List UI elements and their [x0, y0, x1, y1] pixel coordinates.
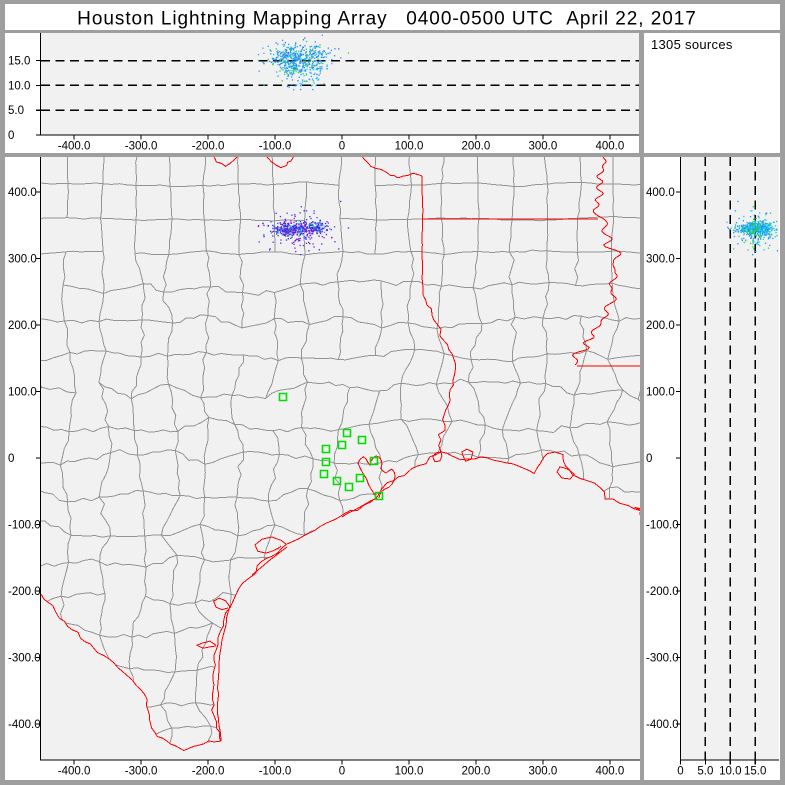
svg-text:-300.0: -300.0	[646, 653, 679, 665]
svg-text:300.0: 300.0	[8, 254, 37, 266]
svg-text:0: 0	[8, 453, 14, 465]
svg-text:300.0: 300.0	[529, 141, 558, 153]
svg-text:-400.0: -400.0	[8, 719, 41, 731]
svg-text:0: 0	[677, 766, 683, 778]
svg-text:200.0: 200.0	[462, 766, 491, 778]
svg-text:0: 0	[646, 453, 652, 465]
svg-text:100.0: 100.0	[646, 387, 675, 399]
svg-text:200.0: 200.0	[462, 141, 491, 153]
svg-text:-300.0: -300.0	[8, 653, 41, 665]
svg-text:-100.0: -100.0	[259, 766, 292, 778]
svg-text:5.0: 5.0	[697, 766, 713, 778]
svg-text:-300.0: -300.0	[125, 141, 158, 153]
svg-text:400.0: 400.0	[596, 141, 625, 153]
svg-text:-100.0: -100.0	[8, 520, 41, 532]
svg-text:200.0: 200.0	[646, 320, 675, 332]
svg-text:1305 sources: 1305 sources	[651, 37, 733, 52]
svg-text:0: 0	[339, 141, 345, 153]
svg-text:-100.0: -100.0	[259, 141, 292, 153]
svg-text:100.0: 100.0	[395, 141, 424, 153]
svg-text:300.0: 300.0	[529, 766, 558, 778]
svg-text:400.0: 400.0	[646, 187, 675, 199]
svg-text:200.0: 200.0	[8, 320, 37, 332]
svg-text:Houston Lightning Mapping Arra: Houston Lightning Mapping Array 0400-050…	[77, 9, 697, 30]
svg-text:-400.0: -400.0	[646, 719, 679, 731]
svg-text:-200.0: -200.0	[192, 141, 225, 153]
svg-text:-200.0: -200.0	[192, 766, 225, 778]
svg-text:15.0: 15.0	[8, 56, 30, 68]
svg-text:100.0: 100.0	[8, 387, 37, 399]
svg-text:0: 0	[8, 130, 14, 142]
svg-text:10.0: 10.0	[8, 80, 30, 92]
svg-text:400.0: 400.0	[596, 766, 625, 778]
svg-text:0: 0	[339, 766, 345, 778]
svg-text:-400.0: -400.0	[58, 141, 91, 153]
svg-text:5.0: 5.0	[8, 105, 24, 117]
svg-text:-400.0: -400.0	[58, 766, 91, 778]
svg-text:300.0: 300.0	[646, 254, 675, 266]
svg-text:400.0: 400.0	[8, 187, 37, 199]
svg-text:15.0: 15.0	[744, 766, 766, 778]
svg-text:-100.0: -100.0	[646, 520, 679, 532]
svg-text:-200.0: -200.0	[8, 586, 41, 598]
svg-text:10.0: 10.0	[719, 766, 741, 778]
svg-text:-200.0: -200.0	[646, 586, 679, 598]
svg-text:-300.0: -300.0	[125, 766, 158, 778]
svg-text:100.0: 100.0	[395, 766, 424, 778]
